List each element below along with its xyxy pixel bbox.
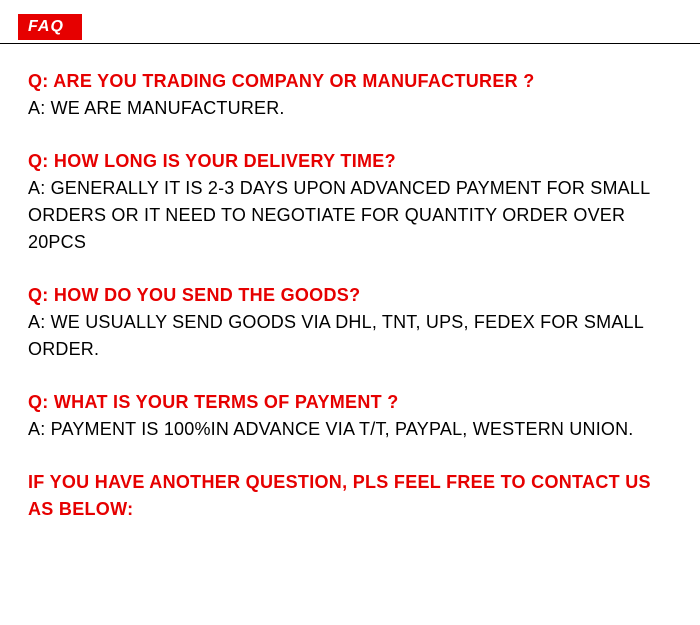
footer-note: IF YOU HAVE ANOTHER QUESTION, PLS FEEL F… <box>28 469 672 523</box>
faq-question: Q: ARE YOU TRADING COMPANY OR MANUFACTUR… <box>28 68 672 95</box>
qa-block: Q: HOW DO YOU SEND THE GOODS? A: WE USUA… <box>28 282 672 363</box>
faq-question: Q: HOW LONG IS YOUR DELIVERY TIME? <box>28 148 672 175</box>
qa-block: Q: ARE YOU TRADING COMPANY OR MANUFACTUR… <box>28 68 672 122</box>
faq-question: Q: WHAT IS YOUR TERMS OF PAYMENT ? <box>28 389 672 416</box>
qa-block: Q: WHAT IS YOUR TERMS OF PAYMENT ? A: PA… <box>28 389 672 443</box>
qa-block: Q: HOW LONG IS YOUR DELIVERY TIME? A: GE… <box>28 148 672 256</box>
faq-answer: A: PAYMENT IS 100%IN ADVANCE VIA T/T, PA… <box>28 416 672 443</box>
faq-answer: A: WE ARE MANUFACTURER. <box>28 95 672 122</box>
faq-answer: A: WE USUALLY SEND GOODS VIA DHL, TNT, U… <box>28 309 672 363</box>
faq-answer: A: GENERALLY IT IS 2-3 DAYS UPON ADVANCE… <box>28 175 672 256</box>
faq-question: Q: HOW DO YOU SEND THE GOODS? <box>28 282 672 309</box>
header-row: FAQ <box>0 0 700 44</box>
faq-content: Q: ARE YOU TRADING COMPANY OR MANUFACTUR… <box>0 44 700 533</box>
faq-badge: FAQ <box>18 14 82 40</box>
